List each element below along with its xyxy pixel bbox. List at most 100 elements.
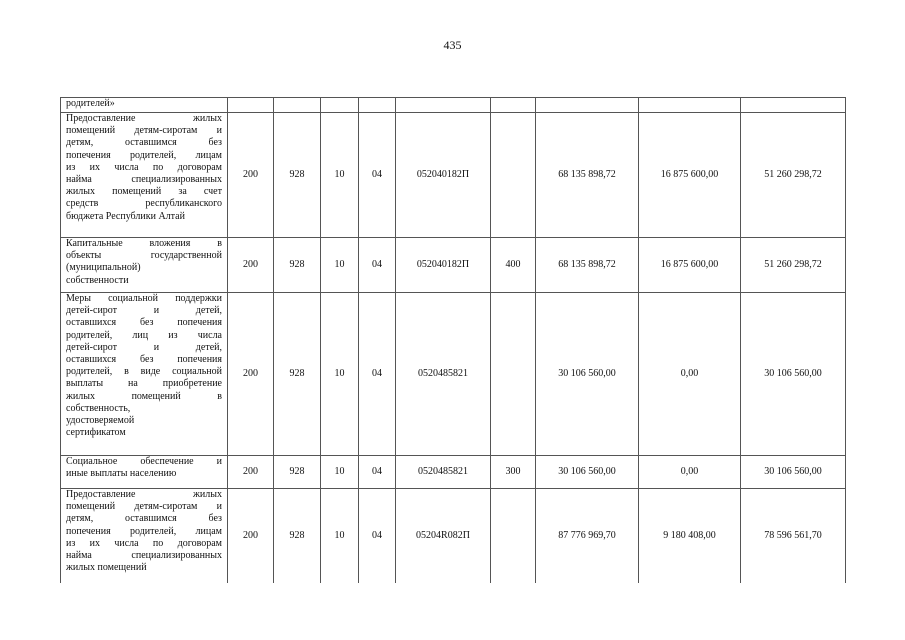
item-name-line: родителей» (66, 98, 115, 110)
item-name-line: Социальное обеспечение и (66, 456, 222, 468)
budget-table: родителей» Предоставление жилых помещений … (60, 97, 846, 583)
section-cell: 200 (227, 112, 274, 238)
subsection-cell: 04 (358, 292, 396, 456)
item-name-line: собственности (66, 274, 129, 286)
expense-type-cell: 400 (490, 237, 536, 293)
chapter-cell: 10 (320, 455, 359, 489)
ministry-cell: 928 (273, 237, 321, 293)
item-name-cell: Предоставление жилых помещений детям-сиро… (60, 488, 228, 583)
chapter-cell: 10 (320, 488, 359, 583)
ministry-cell: 928 (273, 455, 321, 489)
ministry-cell: 928 (273, 112, 321, 238)
expense-type-cell (490, 112, 536, 238)
table-row: Предоставление жилых помещений детям-сиро… (60, 112, 846, 238)
item-name-line: из их числа по договорам (66, 161, 222, 173)
target-code-cell: 0520485821 (395, 292, 491, 456)
subsection-cell: 04 (358, 488, 396, 583)
amount-cell: 30 106 560,00 (535, 455, 639, 489)
section-cell: 200 (227, 488, 274, 583)
item-name-cell: Социальное обеспечение и иные выплаты нас… (60, 455, 228, 489)
subsection-cell: 04 (358, 455, 396, 489)
chapter-cell (320, 97, 359, 113)
expense-type-cell (490, 488, 536, 583)
item-name-line: Меры социальной поддержки (66, 293, 222, 305)
amount-change-cell (638, 97, 741, 113)
section-cell: 200 (227, 237, 274, 293)
amount-change-cell: 9 180 408,00 (638, 488, 741, 583)
item-name-line: удостоверяемой (66, 415, 135, 427)
amount-total-cell: 51 260 298,72 (740, 112, 846, 238)
item-name-line: сертификатом (66, 427, 126, 439)
chapter-cell: 10 (320, 237, 359, 293)
item-name-line: иные выплаты населению (66, 468, 177, 480)
subsection-cell: 04 (358, 112, 396, 238)
amount-total-cell: 30 106 560,00 (740, 292, 846, 456)
section-cell: 200 (227, 455, 274, 489)
item-name-line: жилых помещений в (66, 390, 222, 402)
table-row: Меры социальной поддержки детей-сирот и д… (60, 292, 846, 456)
ministry-cell (273, 97, 321, 113)
table-row: Предоставление жилых помещений детям-сиро… (60, 488, 846, 583)
page-number: 435 (443, 38, 462, 52)
item-name-line: родителей, в виде социальной (66, 366, 222, 378)
amount-cell: 87 776 969,70 (535, 488, 639, 583)
item-name-line: (муниципальной) (66, 262, 141, 274)
amount-total-cell: 30 106 560,00 (740, 455, 846, 489)
target-code-cell: 052040182П (395, 237, 491, 293)
amount-change-cell: 16 875 600,00 (638, 237, 741, 293)
item-name-cell: Капитальные вложения в объекты государств… (60, 237, 228, 293)
item-name-line: детям, оставшимся без (66, 513, 222, 525)
amount-total-cell (740, 97, 846, 113)
target-code-cell: 052040182П (395, 112, 491, 238)
amount-change-cell: 16 875 600,00 (638, 112, 741, 238)
item-name-line: найма специализированных (66, 174, 222, 186)
amount-cell: 68 135 898,72 (535, 237, 639, 293)
chapter-cell: 10 (320, 112, 359, 238)
item-name-cell: Предоставление жилых помещений детям-сиро… (60, 112, 228, 238)
expense-type-cell: 300 (490, 455, 536, 489)
item-name-line: Капитальные вложения в (66, 238, 222, 250)
subsection-cell: 04 (358, 237, 396, 293)
item-name-line: выплаты на приобретение (66, 378, 222, 390)
item-name-line: Предоставление жилых (66, 489, 222, 501)
amount-cell (535, 97, 639, 113)
item-name-line: из их числа по договорам (66, 537, 222, 549)
target-code-cell: 0520485821 (395, 455, 491, 489)
target-code-cell (395, 97, 491, 113)
item-name-line: помещений детям-сиротам и (66, 125, 222, 137)
ministry-cell: 928 (273, 488, 321, 583)
item-name-line: попечения родителей, лицам (66, 149, 222, 161)
item-name-line: детей-сирот и детей, (66, 305, 222, 317)
expense-type-cell (490, 97, 536, 113)
table-row: Социальное обеспечение и иные выплаты нас… (60, 455, 846, 489)
item-name-line: Предоставление жилых (66, 113, 222, 125)
item-name-line: детей-сирот и детей, (66, 341, 222, 353)
section-cell: 200 (227, 292, 274, 456)
item-name-line: собственность, (66, 402, 131, 414)
item-name-cell: Меры социальной поддержки детей-сирот и д… (60, 292, 228, 456)
amount-cell: 30 106 560,00 (535, 292, 639, 456)
item-name-line: попечения родителей, лицам (66, 525, 222, 537)
subsection-cell (358, 97, 396, 113)
item-name-line: помещений детям-сиротам и (66, 501, 222, 513)
ministry-cell: 928 (273, 292, 321, 456)
item-name-line: жилых помещений за счет (66, 186, 222, 198)
item-name-line: средств республиканского (66, 198, 222, 210)
item-name-line: оставшихся без попечения (66, 354, 222, 366)
expense-type-cell (490, 292, 536, 456)
amount-total-cell: 51 260 298,72 (740, 237, 846, 293)
item-name-line: оставшихся без попечения (66, 317, 222, 329)
amount-cell: 68 135 898,72 (535, 112, 639, 238)
item-name-line: детям, оставшимся без (66, 137, 222, 149)
chapter-cell: 10 (320, 292, 359, 456)
target-code-cell: 05204R082П (395, 488, 491, 583)
table-row: Капитальные вложения в объекты государств… (60, 237, 846, 293)
table-row: родителей» (60, 97, 846, 113)
item-name-line: жилых помещений (66, 562, 147, 574)
section-cell (227, 97, 274, 113)
item-name-cell: родителей» (60, 97, 228, 113)
amount-total-cell: 78 596 561,70 (740, 488, 846, 583)
item-name-line: бюджета Республики Алтай (66, 210, 185, 222)
amount-change-cell: 0,00 (638, 455, 741, 489)
item-name-line: найма специализированных (66, 550, 222, 562)
